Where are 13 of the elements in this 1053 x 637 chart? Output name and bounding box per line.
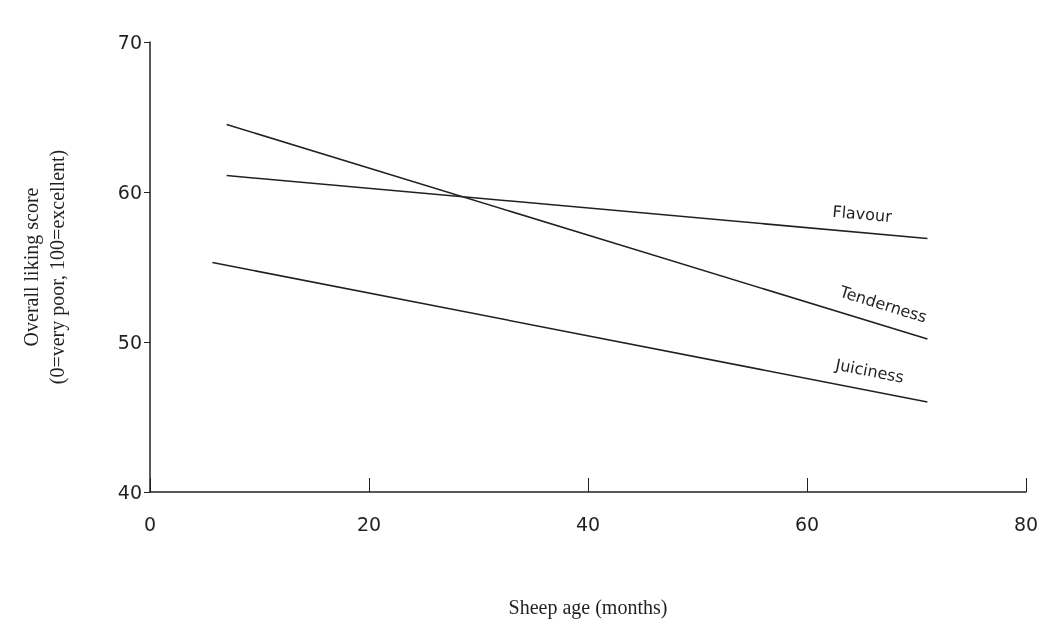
x-tick-label: 40 [575, 512, 601, 535]
text: Juiciness [833, 354, 906, 387]
x-tick-label: 0 [143, 512, 157, 535]
y-tick-label: 40 [117, 481, 142, 503]
x-tick-label: 80 [1013, 512, 1039, 535]
y-tick-label: 50 [117, 331, 142, 353]
y-axis-title: Overall liking score (0=very poor, 100=excellent) [20, 149, 69, 385]
x-tick-label: 60 [794, 512, 820, 535]
y-tick-label: 70 [117, 31, 142, 53]
x-tick-label: 20 [356, 512, 382, 535]
y-tick-label: 60 [117, 181, 142, 203]
x-axis-title: Sheep age (months) [508, 596, 668, 619]
text: Flavour [831, 201, 893, 227]
